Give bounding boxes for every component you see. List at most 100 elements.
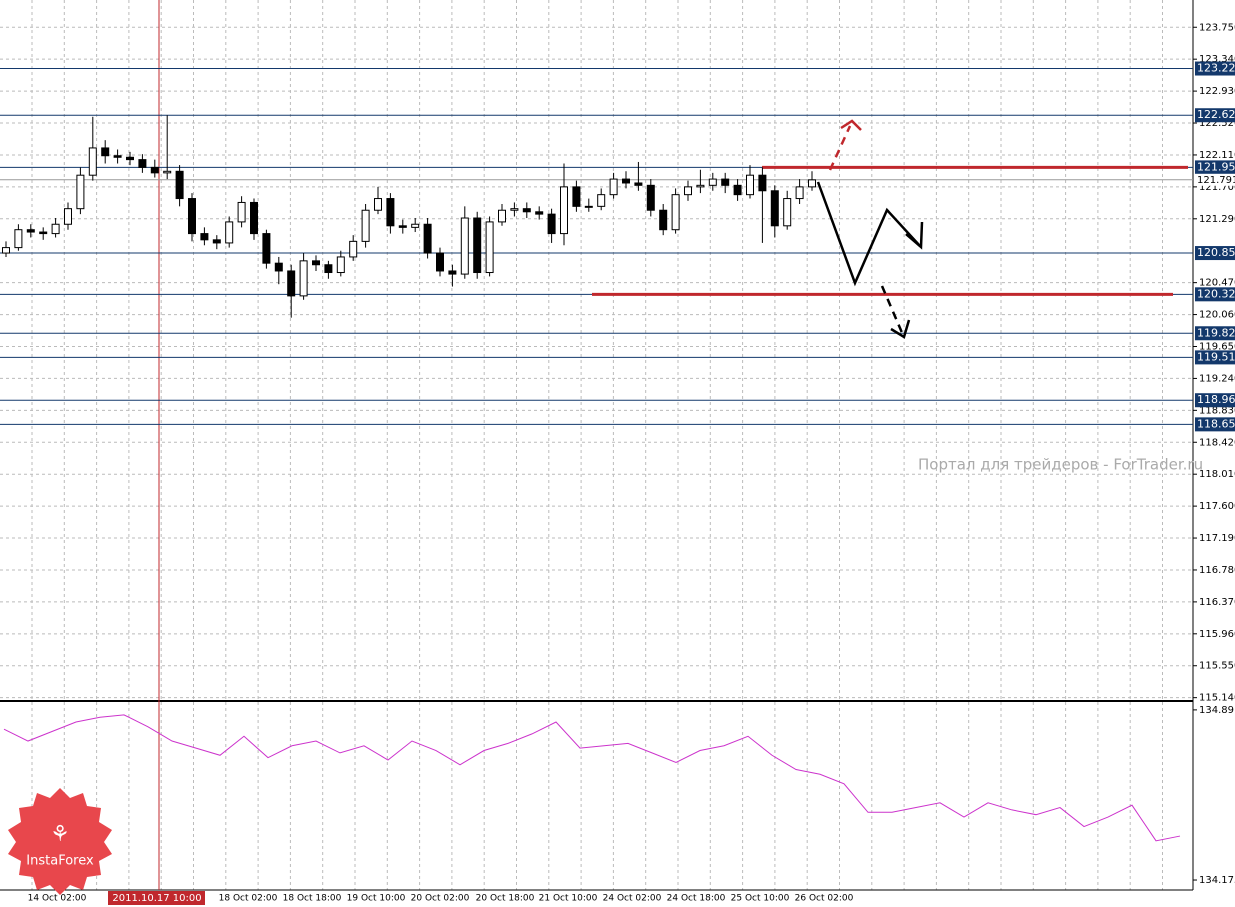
y-tick-label: 123.750 [1199,22,1235,33]
level-label: 123.22 [1197,62,1235,75]
y-tick-label: 121.700 [1199,182,1235,193]
candle-body [770,190,779,227]
candle-body [783,198,792,227]
candle-body [808,179,816,188]
candle-body [597,194,606,207]
x-tick-label: 18 Oct 18:00 [283,894,342,904]
cursor-label-box [108,891,205,905]
candle-body [746,174,754,196]
candle-body [225,221,234,244]
candle-body [423,223,432,254]
marks [0,68,1193,842]
candle-body [88,147,97,176]
y-tick-label: 115.960 [1199,629,1235,640]
candle-body [76,174,85,210]
candle-body [671,194,680,231]
candle-body [175,170,184,200]
level-label-box [1195,61,1235,76]
candle-body [374,198,382,211]
y-tick-label: 117.190 [1199,533,1235,544]
watermark: Портал для трейдеров - ForTrader.ru [918,456,1203,474]
level-label: 119.82 [1197,326,1235,339]
candle-body [274,262,283,272]
candle-body [460,217,469,275]
candle-body [758,174,767,192]
x-tick-label: 18 Oct 02:00 [219,894,278,904]
x-tick-label: 24 Oct 18:00 [667,894,726,904]
candle-body [733,184,742,196]
y-tick-label: 118.010 [1199,469,1235,480]
indicator-line [3,714,1181,842]
y-tick-label: 123.340 [1199,54,1235,65]
forecast-path [816,181,921,287]
candle-body [312,260,320,266]
candle-body [708,178,717,186]
x-tick-label: 24 Oct 02:00 [603,894,662,904]
candle-body [361,209,370,242]
candle-body [101,147,110,157]
forecast-down [880,285,905,336]
candle-body [39,231,48,235]
level-label-box [1195,108,1235,123]
level-label-box [1195,326,1235,341]
candle-body [150,166,159,174]
logo-icon: ⚘ [50,822,70,847]
forecast-arrowhead [890,319,911,339]
candle-body [448,270,457,275]
candle-body [2,247,10,254]
level-label: 119.51 [1197,350,1235,363]
x-tick-label: 25 Oct 10:00 [731,894,790,904]
y-tick-label: 121.290 [1199,214,1235,225]
y-tick-label: 134.175 [1199,875,1235,886]
y-tick-label: 122.110 [1199,150,1235,161]
candle-body [26,229,35,233]
candle-body [721,178,730,186]
level-label: 118.96 [1197,393,1235,406]
x-tick-label: 20 Oct 18:00 [476,894,535,904]
level-label: 118.65 [1197,417,1235,430]
candle-body [386,198,395,227]
level-label-box [1195,393,1235,408]
y-tick-label: 122.930 [1199,86,1235,97]
level-label-box [1195,160,1235,175]
candle-body [547,213,556,235]
candle-body [126,156,134,161]
level-label: 121.95 [1197,160,1235,173]
x-tick-label: 20 Oct 02:00 [411,894,470,904]
candle-body [584,205,593,208]
candle-body [299,260,308,297]
candle-body [138,159,147,168]
candle-body [485,221,494,274]
y-tick-label: 118.420 [1199,437,1235,448]
candle-body [473,217,482,274]
candle-body [398,225,407,228]
candle-body [510,208,519,211]
y-tick-label: 115.550 [1199,661,1235,672]
candle-body [336,256,345,274]
candle-body [250,201,258,235]
candle-body [572,186,581,207]
logo: ⚘ InstaForex [8,788,112,895]
level-label: 122.62 [1197,108,1235,121]
y-tick-label: 116.780 [1199,565,1235,576]
y-tick-label: 119.240 [1199,373,1235,384]
x-tick-label: 21 Oct 10:00 [539,894,598,904]
candle-body [634,182,643,186]
candle-body [200,233,209,241]
candle-body [188,198,196,235]
logo-text: InstaForex [26,854,94,869]
x-tick-label: 14 Oct 02:00 [28,894,87,904]
candle-body [795,186,804,200]
y-tick-label: 120.470 [1199,278,1235,289]
candle-body [237,201,246,223]
forecast [816,119,924,339]
candle-body [609,178,618,196]
level-label-box [1195,350,1235,365]
candle-body [51,223,60,235]
candle-body [411,223,420,228]
x-tick-label: 26 Oct 02:00 [795,894,854,904]
grid [0,0,1193,890]
candle-body [522,208,531,213]
